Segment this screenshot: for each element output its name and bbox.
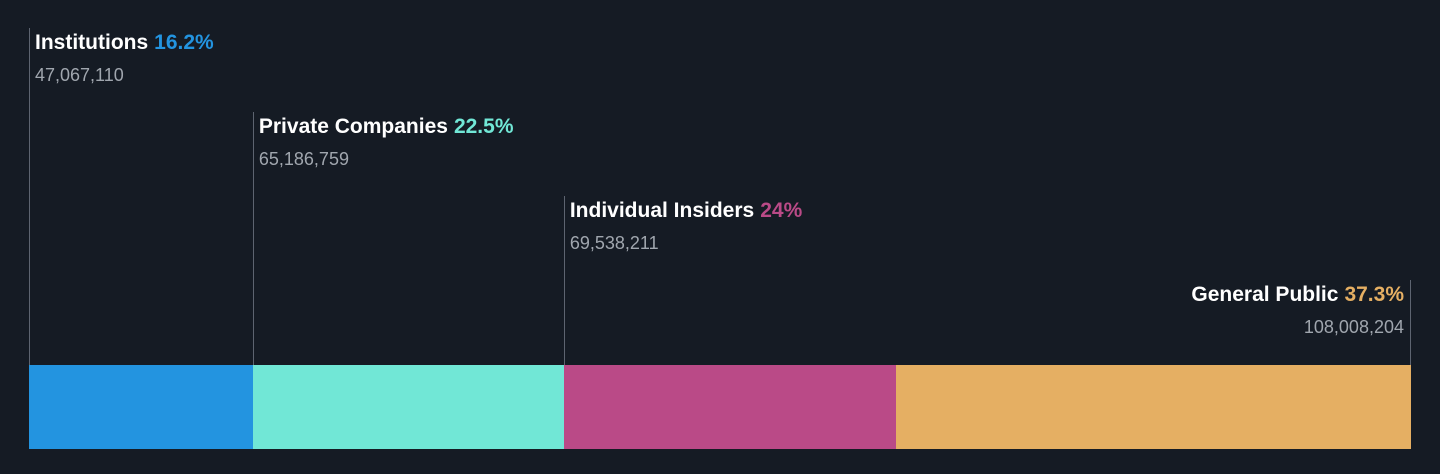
guide-line-general-public	[1410, 280, 1411, 365]
guide-line-individual-insiders	[563, 196, 565, 365]
label-private-companies: Private Companies 22.5% 65,186,759	[259, 114, 514, 170]
series-name: Individual Insiders	[569, 199, 755, 222]
bar-segment-private-companies	[252, 365, 564, 449]
series-share-count: 47,067,110	[35, 65, 124, 85]
series-percent: 37.3%	[1344, 283, 1404, 306]
label-individual-insiders: Individual Insiders 24% 69,538,211	[570, 198, 802, 254]
bar-segment-individual-insiders	[563, 365, 896, 449]
series-name: Institutions	[35, 31, 149, 54]
bar-segment-institutions	[29, 365, 253, 449]
guide-line-private-companies	[252, 112, 254, 365]
series-percent: 24%	[760, 199, 803, 222]
series-share-count: 108,008,204	[1303, 317, 1404, 337]
series-share-count: 65,186,759	[258, 149, 349, 169]
series-percent: 22.5%	[453, 115, 514, 138]
series-name: General Public	[1191, 283, 1339, 306]
series-share-count: 69,538,211	[569, 233, 659, 253]
guide-line-institutions	[29, 28, 30, 365]
label-institutions: Institutions 16.2% 47,067,110	[35, 30, 214, 86]
series-name: Private Companies	[258, 115, 448, 138]
series-percent: 16.2%	[154, 31, 214, 54]
bar-segment-general-public	[895, 365, 1411, 449]
label-general-public: General Public 37.3% 108,008,204	[1191, 282, 1404, 338]
